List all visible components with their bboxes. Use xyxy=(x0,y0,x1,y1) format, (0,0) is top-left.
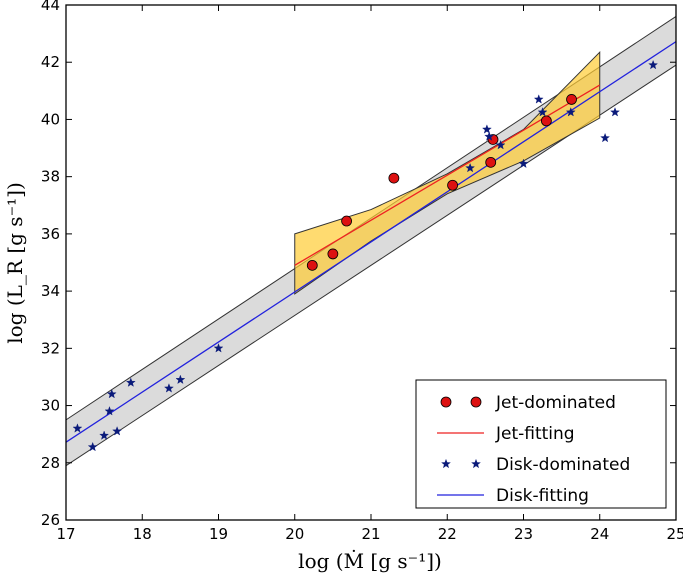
point-disk-dominated xyxy=(106,388,117,399)
point-disk-dominated xyxy=(175,374,186,385)
y-tick-label: 26 xyxy=(41,511,60,529)
point-jet-dominated xyxy=(306,259,318,271)
point-disk-dominated xyxy=(213,343,224,353)
x-tick-label: 18 xyxy=(133,525,152,543)
point-disk-dominated xyxy=(495,140,506,150)
y-tick-label: 28 xyxy=(41,454,60,472)
tick-labels: 17 18 19 20 21 22 23 24 25 26 28 30 32 34 36 38 40 42 44 xyxy=(41,0,683,543)
x-tick-label: 22 xyxy=(438,525,457,543)
x-tick-label: 17 xyxy=(56,525,75,543)
point-jet-dominated xyxy=(341,215,353,227)
point-jet-dominated xyxy=(566,94,577,105)
y-tick-label: 42 xyxy=(41,53,60,71)
y-tick-label: 30 xyxy=(41,397,60,415)
fit-line-disk-fitting xyxy=(65,41,677,443)
y-tick-label: 34 xyxy=(41,282,60,300)
y-tick-label: 36 xyxy=(41,225,60,243)
point-disk-dominated xyxy=(600,132,611,143)
point-disk-dominated xyxy=(125,377,136,387)
y-tick-label: 32 xyxy=(41,339,60,357)
point-disk-dominated xyxy=(533,94,544,104)
point-jet-dominated xyxy=(447,179,458,191)
point-jet-dominated xyxy=(485,156,497,168)
point-disk-dominated xyxy=(465,162,476,173)
point-disk-dominated xyxy=(537,107,548,117)
point-disk-dominated xyxy=(484,131,495,141)
legend-label: Disk-dominated xyxy=(496,455,630,475)
x-axis-label: log (Ṁ [g s⁻¹]) xyxy=(298,549,442,573)
legend-marker xyxy=(471,458,481,469)
point-disk-dominated xyxy=(72,423,83,433)
legend-box xyxy=(415,379,667,509)
x-tick-label: 19 xyxy=(209,525,228,543)
point-disk-dominated xyxy=(112,426,123,436)
point-disk-dominated xyxy=(87,441,98,452)
point-disk-dominated xyxy=(104,406,115,416)
point-disk-dominated xyxy=(164,383,174,393)
y-tick-label: 38 xyxy=(41,168,60,186)
point-jet-dominated xyxy=(540,115,552,127)
legend-label: Disk-fitting xyxy=(496,486,589,506)
point-disk-dominated xyxy=(565,107,576,117)
x-tick-label: 25 xyxy=(666,525,683,543)
x-tick-label: 24 xyxy=(590,525,609,543)
legend-label: Jet-fitting xyxy=(495,424,575,444)
point-disk-dominated xyxy=(518,158,529,168)
y-axis-label: log (L_R [g s⁻¹]) xyxy=(3,182,27,344)
legend-label: Jet-dominated xyxy=(495,393,616,413)
y-tick-label: 40 xyxy=(41,110,60,128)
point-disk-dominated xyxy=(610,107,620,117)
x-tick-label: 20 xyxy=(285,525,304,543)
legend-marker xyxy=(441,458,451,469)
axis-ticks xyxy=(65,4,677,521)
point-jet-dominated xyxy=(388,172,400,184)
x-tick-label: 21 xyxy=(361,525,380,543)
legend-marker xyxy=(440,396,452,408)
data-points xyxy=(72,59,659,452)
legend-marker xyxy=(470,396,482,408)
y-tick-label: 44 xyxy=(41,0,60,14)
point-disk-dominated xyxy=(99,430,110,440)
point-disk-dominated xyxy=(481,124,492,134)
x-tick-label: 23 xyxy=(514,525,533,543)
fit-lines xyxy=(65,41,677,443)
fit-line-jet-fitting xyxy=(294,84,601,266)
point-jet-dominated xyxy=(327,248,339,260)
legend: Jet-dominated Jet-fitting Disk-dominated Di… xyxy=(415,379,667,509)
point-disk-dominated xyxy=(648,59,659,70)
